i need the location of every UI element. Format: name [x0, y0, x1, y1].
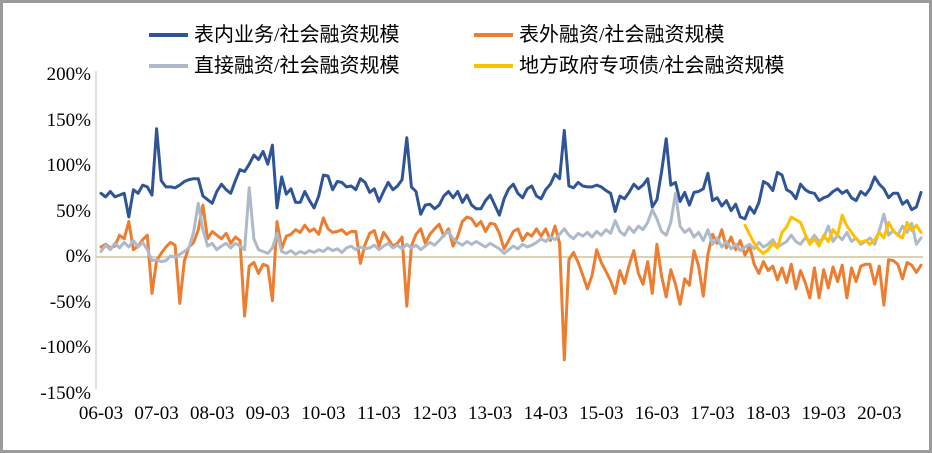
legend-label-zhijie: 直接融资/社会融资规模 [194, 55, 400, 77]
legend-label-biaowai: 表外融资/社会融资规模 [519, 24, 725, 46]
y-tick-label: 0% [65, 246, 91, 267]
series-line-2 [99, 186, 923, 264]
legend-swatch-zhuanxiangzhai [474, 64, 513, 68]
x-tick-label: 15-03 [579, 403, 624, 424]
x-tick-label: 20-03 [857, 403, 902, 424]
y-tick-label: 200% [46, 64, 91, 85]
x-tick-label: 16-03 [634, 403, 680, 424]
x-tick-label: 14-03 [523, 403, 568, 424]
legend-item-zhijie: 直接融资/社会融资规模 [149, 54, 400, 78]
x-tick-label: 17-03 [690, 403, 735, 424]
x-tick-label: 10-03 [301, 403, 346, 424]
legend-label-biaonei: 表内业务/社会融资规模 [194, 24, 400, 46]
x-tick-label: 11-03 [357, 403, 401, 424]
y-tick-label: -100% [40, 337, 91, 358]
legend-label-zhuanxiangzhai: 地方政府专项债/社会融资规模 [519, 55, 785, 77]
x-tick-label: 09-03 [245, 403, 290, 424]
y-tick-label: -50% [49, 291, 91, 313]
x-tick-label: 12-03 [412, 403, 457, 424]
y-tick-label: -150% [40, 382, 91, 404]
x-tick-label: 19-03 [801, 403, 846, 424]
series-line-0 [99, 127, 923, 221]
x-tick-label: 06-03 [78, 403, 124, 424]
legend-item-biaowai: 表外融资/社会融资规模 [474, 23, 725, 47]
legend-swatch-zhijie [149, 64, 188, 68]
y-tick-label: 150% [46, 109, 91, 131]
legend-swatch-biaowai [474, 33, 513, 37]
legend-item-zhuanxiangzhai: 地方政府专项债/社会融资规模 [474, 54, 785, 78]
series-line-1 [99, 203, 923, 362]
series-line-3 [743, 213, 923, 255]
y-tick-label: 100% [46, 155, 91, 176]
x-tick-label: 08-03 [190, 403, 235, 424]
chart-svg [95, 71, 923, 389]
legend-swatch-biaonei [149, 33, 188, 37]
x-tick-label: 13-03 [467, 403, 513, 424]
x-tick-label: 18-03 [745, 403, 791, 424]
y-tick-label: 50% [56, 200, 91, 222]
legend-item-biaonei: 表内业务/社会融资规模 [149, 23, 400, 47]
x-tick-label: 07-03 [134, 403, 179, 424]
